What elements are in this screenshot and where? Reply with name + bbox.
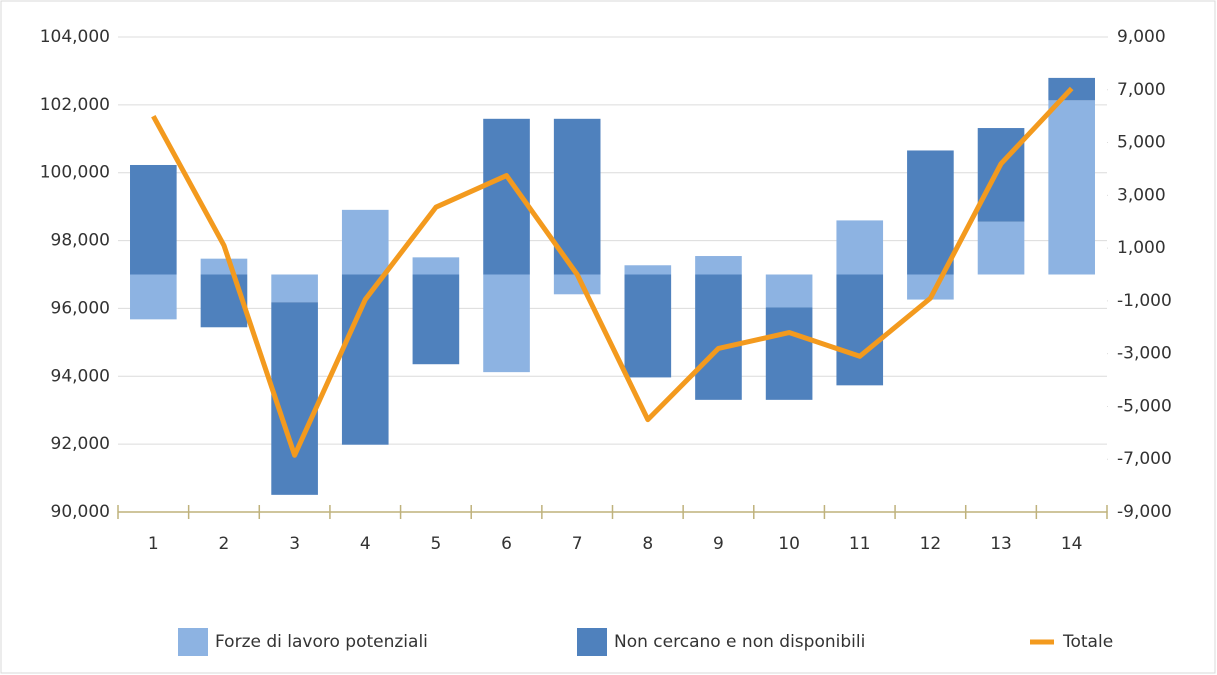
bar <box>412 257 460 275</box>
bar <box>765 274 813 308</box>
y-tick-label: 100,000 <box>40 163 110 183</box>
y2-tick-label: 9,000 <box>1117 27 1166 47</box>
legend-label: Forze di lavoro potenziali <box>215 632 428 652</box>
bar <box>130 164 177 275</box>
x-tick-label: 6 <box>501 534 512 554</box>
bar <box>765 307 813 400</box>
bar <box>907 150 954 275</box>
y-tick-label: 104,000 <box>40 27 110 47</box>
y-tick-label: 96,000 <box>51 298 110 318</box>
bar <box>695 274 742 400</box>
bar <box>130 274 177 320</box>
bar <box>836 220 884 275</box>
bar <box>271 274 318 303</box>
bar <box>553 274 601 295</box>
y2-tick-label: -3,000 <box>1117 344 1172 364</box>
y2-tick-label: -1,000 <box>1117 291 1172 311</box>
bar <box>271 302 318 495</box>
x-tick-label: 9 <box>713 534 724 554</box>
bar <box>200 258 248 275</box>
x-tick-label: 13 <box>990 534 1012 554</box>
bar <box>341 209 389 275</box>
bar <box>695 256 742 275</box>
x-tick-label: 1 <box>148 534 159 554</box>
legend-swatch <box>577 628 607 656</box>
bar <box>624 265 672 275</box>
x-tick-label: 8 <box>642 534 653 554</box>
x-tick-label: 12 <box>920 534 942 554</box>
bar <box>624 274 672 378</box>
bar <box>200 274 248 328</box>
legend-swatch <box>178 628 208 656</box>
y2-tick-label: -7,000 <box>1117 449 1172 469</box>
x-tick-label: 7 <box>572 534 583 554</box>
y2-tick-label: 3,000 <box>1117 185 1166 205</box>
y-tick-label: 90,000 <box>51 502 110 522</box>
x-tick-label: 5 <box>430 534 441 554</box>
legend-label: Non cercano e non disponibili <box>614 632 865 652</box>
x-tick-label: 2 <box>219 534 230 554</box>
bar <box>977 128 1025 222</box>
y2-tick-label: 7,000 <box>1117 80 1166 100</box>
y2-tick-label: -5,000 <box>1117 396 1172 416</box>
y-tick-label: 92,000 <box>51 434 110 454</box>
y2-tick-label: 1,000 <box>1117 238 1166 258</box>
bar <box>977 221 1025 275</box>
x-tick-label: 3 <box>289 534 300 554</box>
x-tick-label: 10 <box>778 534 800 554</box>
y2-tick-label: -9,000 <box>1117 502 1172 522</box>
line <box>151 86 1074 458</box>
x-tick-label: 11 <box>849 534 871 554</box>
y-tick-label: 102,000 <box>40 95 110 115</box>
bar <box>412 274 460 365</box>
y-tick-label: 94,000 <box>51 366 110 386</box>
bar <box>483 274 530 373</box>
x-tick-label: 4 <box>360 534 371 554</box>
x-tick-label: 14 <box>1061 534 1083 554</box>
y2-tick-label: 5,000 <box>1117 133 1166 153</box>
bar <box>836 274 884 386</box>
bar <box>1048 100 1095 275</box>
legend-label: Totale <box>1062 632 1113 652</box>
y-tick-label: 98,000 <box>51 231 110 251</box>
legend-swatch <box>1030 639 1054 645</box>
